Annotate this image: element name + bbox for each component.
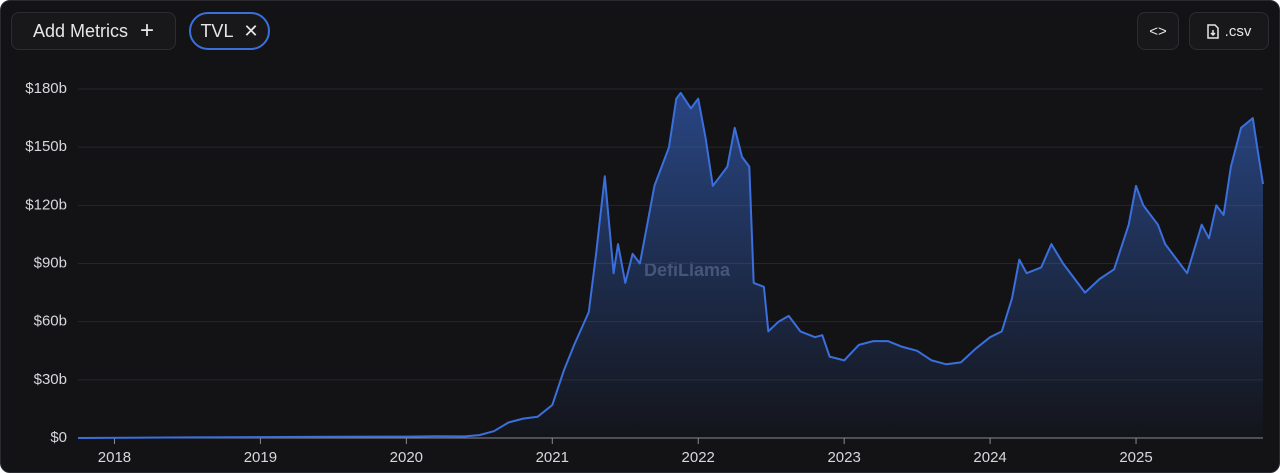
watermark: DefiLlama [644,260,731,280]
x-tick-label: 2023 [827,449,860,466]
add-metrics-label: Add Metrics [32,20,128,41]
metric-chip-label: TVL [200,20,234,41]
x-tick-label: 2018 [98,449,131,466]
metric-chip[interactable]: TVL ✕ [189,12,270,50]
add-metrics-button[interactable]: Add Metrics + [11,12,176,50]
file-icon [1206,23,1219,39]
close-icon: ✕ [243,20,259,41]
plus-icon: + [140,17,155,44]
y-tick-label: $30b [34,371,67,388]
csv-button[interactable]: .csv [1189,12,1269,50]
x-tick-label: 2025 [1119,449,1152,466]
area-fill [78,92,1263,439]
x-tick-label: 2020 [390,449,423,466]
y-tick-label: $180b [25,80,67,97]
x-tick-label: 2019 [244,449,277,466]
y-tick-label: $60b [34,313,67,330]
y-tick-label: $120b [25,196,67,213]
x-tick-label: 2022 [682,449,715,466]
y-tick-label: $90b [34,254,67,271]
x-tick-label: 2021 [536,449,569,466]
x-tick-label: 2024 [973,449,1006,466]
y-tick-label: $0 [50,429,67,446]
csv-label: .csv [1224,22,1252,40]
embed-button[interactable]: <> [1137,12,1179,50]
y-tick-label: $150b [25,138,67,155]
line [77,91,1264,439]
